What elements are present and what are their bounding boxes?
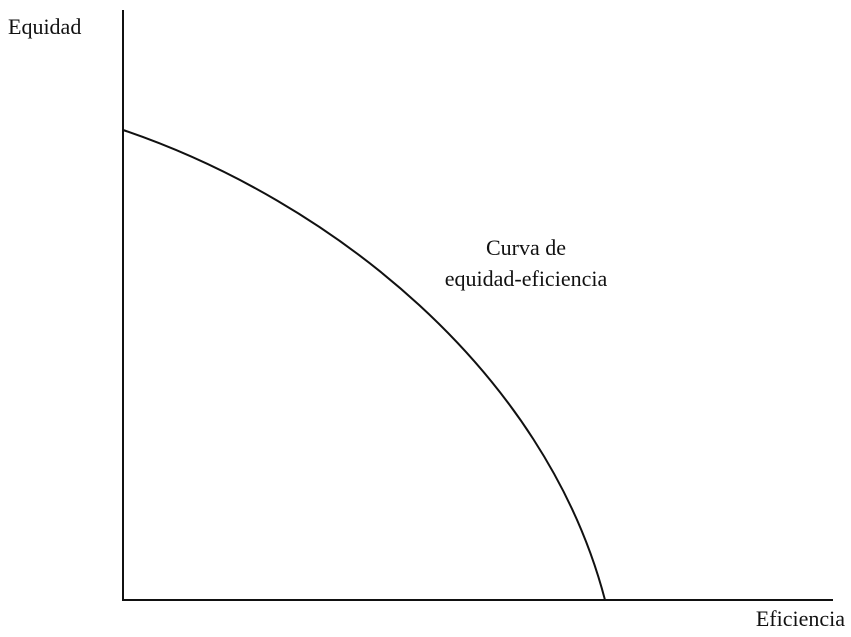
curve — [122, 129, 606, 601]
y-axis-label: Equidad — [8, 14, 81, 39]
curve-label: Curva de — [486, 235, 566, 260]
x-axis-label: Eficiencia — [756, 606, 845, 631]
curve-label: equidad-eficiencia — [445, 266, 608, 291]
